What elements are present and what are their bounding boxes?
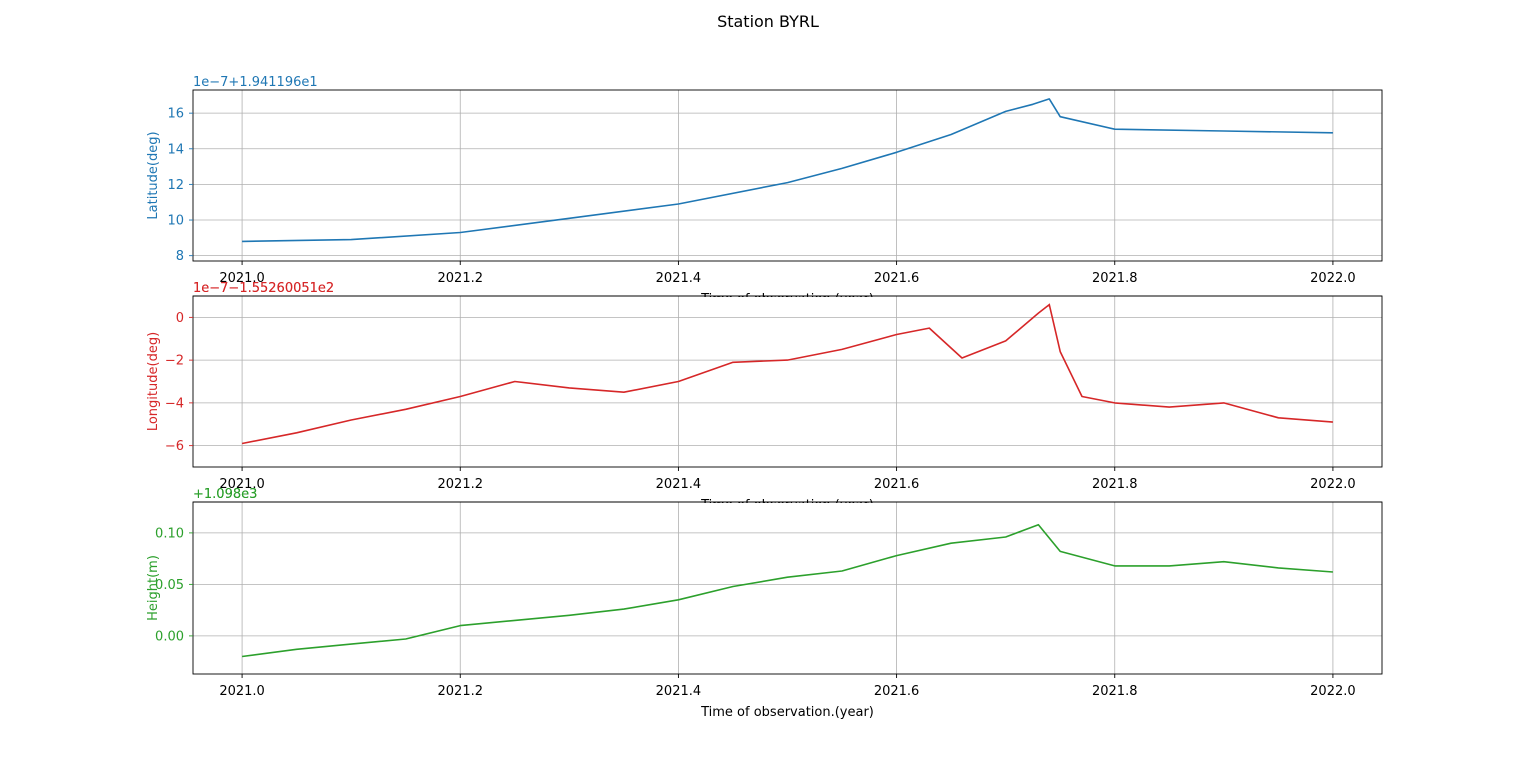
latitude-offset-label: 1e−7+1.941196e1	[193, 75, 318, 90]
latitude-x-tick-label: 2021.2	[438, 271, 484, 286]
latitude-subplot: 2021.0 2021.2 2021.4 2021.6 2021.8 2022.0 8 10 1…	[146, 75, 1383, 286]
longitude-y-tick-label: −4	[165, 396, 184, 411]
longitude-x-tick-label: 2021.4	[656, 477, 702, 492]
latitude-y-tick-label: 14	[167, 142, 184, 157]
longitude-offset-label: 1e−7−1.55260051e2	[193, 281, 334, 296]
height-subplot: 2021.0 2021.2 2021.4 2021.6 2021.8 2022.0 0.00…	[146, 487, 1383, 699]
latitude-x-tick-label: 2021.0	[219, 271, 265, 286]
latitude-x-tick-label: 2022.0	[1310, 271, 1356, 286]
x-axis-labels: Time of observation.(year)Time of observ…	[193, 292, 1382, 720]
height-axes-frame	[192, 501, 1383, 675]
height-x-tick-label: 2021.8	[1092, 684, 1138, 699]
longitude-offset-label: 1e−7−1.55260051e2	[193, 281, 334, 296]
longitude-xlabel-mask	[194, 503, 1381, 523]
longitude-x-tick-label: 2021.8	[1092, 477, 1138, 492]
longitude-x-tick-label: 2021.6	[874, 477, 920, 492]
height-offset-label: +1.098e3	[193, 487, 257, 502]
height-y-tick-label: 0.00	[155, 629, 184, 644]
longitude-y-axis-label: Longitude(deg)	[146, 332, 161, 431]
height-offset-label: +1.098e3	[193, 487, 257, 502]
height-x-axis-label: Time of observation.(year)	[700, 705, 874, 720]
latitude-x-tick-label: 2021.4	[656, 271, 702, 286]
longitude-x-tick-label: 2022.0	[1310, 477, 1356, 492]
latitude-y-axis-label: Latitude(deg)	[146, 131, 161, 219]
height-series-line	[241, 523, 1333, 658]
latitude-y-tick-label: 12	[167, 178, 184, 193]
longitude-y-tick-label: 0	[176, 311, 184, 326]
height-y-tick-label: 0.05	[155, 578, 184, 593]
height-y-axis-label: Height(m)	[146, 555, 161, 621]
longitude-axes-frame	[192, 295, 1383, 468]
height-x-tick-label: 2021.4	[656, 684, 702, 699]
latitude-y-tick-label: 10	[167, 214, 184, 229]
latitude-y-tick-label: 8	[176, 249, 184, 264]
latitude-x-tick-label: 2021.6	[874, 271, 920, 286]
longitude-x-tick-label: 2021.2	[438, 477, 484, 492]
latitude-series-line	[242, 98, 1333, 243]
longitude-subplot: 2021.0 2021.2 2021.4 2021.6 2021.8 2022.0 −6 −4…	[146, 281, 1383, 492]
longitude-y-tick-label: −2	[165, 354, 184, 369]
height-series-line	[242, 525, 1333, 657]
height-x-tick-label: 2021.0	[219, 684, 265, 699]
height-y-tick-label: 0.10	[155, 526, 184, 541]
latitude-y-tick-label: 16	[167, 107, 184, 122]
longitude-top-strip	[194, 297, 1381, 317]
longitude-series-line	[1032, 303, 1053, 317]
height-top-strip	[241, 503, 1334, 657]
height-x-tick-label: 2021.6	[874, 684, 920, 699]
height-x-tick-label: 2022.0	[1310, 684, 1356, 699]
height-x-tick-label: 2021.2	[438, 684, 484, 699]
latitude-axes-frame	[192, 89, 1383, 262]
latitude-x-tick-label: 2021.8	[1092, 271, 1138, 286]
longitude-series-line	[241, 303, 1333, 445]
figure-title: Station BYRL	[717, 12, 819, 31]
longitude-y-tick-label: −6	[165, 439, 184, 454]
longitude-x-tick-label: 2021.0	[219, 477, 265, 492]
latitude-xlabel-mask	[194, 297, 1381, 317]
